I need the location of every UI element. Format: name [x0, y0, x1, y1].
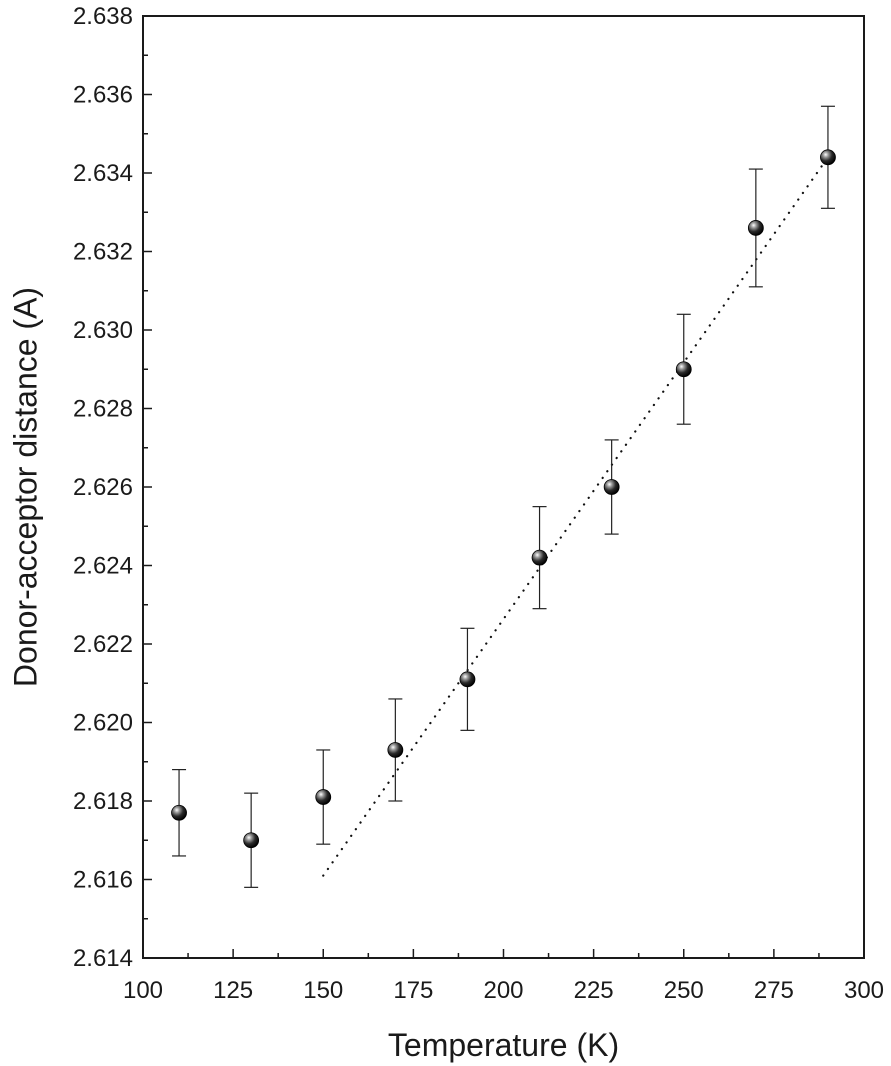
- x-tick-label: 225: [574, 977, 614, 1004]
- data-point: [243, 832, 260, 849]
- y-tick-label: 2.636: [73, 82, 133, 109]
- y-tick-label: 2.634: [73, 160, 133, 187]
- y-tick-label: 2.632: [73, 239, 133, 266]
- x-tick-label: 250: [664, 977, 704, 1004]
- y-tick-label: 2.620: [73, 710, 133, 737]
- fit-line: [322, 156, 830, 877]
- y-tick-label: 2.614: [73, 945, 133, 972]
- y-tick-label: 2.618: [73, 788, 133, 815]
- x-axis-title: Temperature (K): [388, 1027, 619, 1063]
- data-point: [387, 742, 404, 758]
- y-tick-label: 2.628: [73, 396, 133, 423]
- x-tick-label: 275: [754, 977, 794, 1004]
- data-point: [675, 361, 692, 378]
- y-tick-label: 2.630: [73, 317, 133, 344]
- x-tick-label: 150: [303, 977, 343, 1004]
- data-point: [820, 149, 836, 166]
- fit-line-layer: [322, 156, 830, 877]
- y-tick-label: 2.638: [73, 3, 133, 30]
- y-tick-label: 2.624: [73, 553, 133, 580]
- error-bars: [172, 105, 835, 888]
- y-axis: 2.614 2.616 2.618 2.620 2.622 2.624 2.626 2.628…: [73, 3, 152, 972]
- x-tick-label: 300: [844, 977, 884, 1004]
- data-point: [171, 804, 187, 821]
- y-tick-label: 2.616: [73, 867, 133, 894]
- data-point: [531, 549, 548, 566]
- y-tick-label: 2.626: [73, 474, 133, 501]
- x-tick-label: 175: [393, 977, 433, 1004]
- x-tick-label: 200: [483, 977, 523, 1004]
- x-tick-label: 100: [123, 977, 163, 1004]
- x-axis: 100 125 150 175 200 225 250 275 300: [123, 949, 884, 1004]
- y-axis-title: Donor-acceptor distance (A): [7, 287, 43, 687]
- data-point: [459, 671, 476, 688]
- x-tick-label: 125: [213, 977, 253, 1004]
- data-point: [603, 479, 620, 495]
- y-tick-label: 2.622: [73, 631, 133, 658]
- data-point: [747, 220, 764, 236]
- data-points: [171, 149, 836, 849]
- data-point: [315, 789, 332, 805]
